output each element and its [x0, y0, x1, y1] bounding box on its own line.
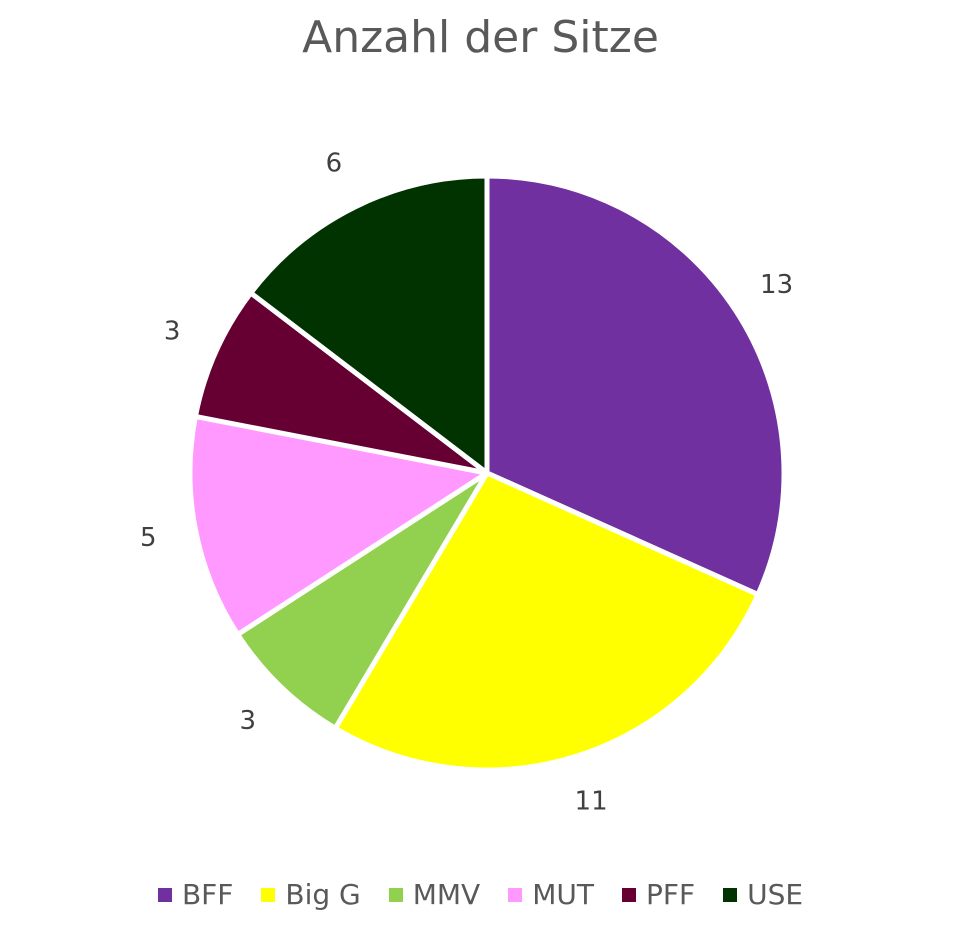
chart-title: Anzahl der Sitze — [302, 12, 659, 63]
data-label-big-g: 11 — [575, 786, 608, 816]
legend-label: BFF — [181, 878, 234, 911]
legend-label: MUT — [532, 878, 594, 911]
pie-chart: 13 11 3 5 3 6 — [140, 148, 793, 816]
legend: BFF Big G MMV MUT PFF USE — [0, 878, 961, 911]
data-label-pff: 3 — [164, 316, 181, 346]
data-label-mmv: 3 — [239, 706, 256, 736]
pie-slice-use — [248, 173, 490, 476]
pie-slice-mmv — [235, 470, 490, 731]
legend-item-pff: PFF — [621, 878, 696, 911]
legend-swatch — [621, 887, 636, 902]
legend-swatch — [157, 887, 172, 902]
legend-label: PFF — [645, 878, 696, 911]
data-label-mut: 5 — [140, 523, 157, 553]
data-label-use: 6 — [326, 148, 343, 178]
legend-swatch — [723, 887, 738, 902]
legend-label: USE — [747, 878, 804, 911]
legend-label: MMV — [412, 878, 481, 911]
legend-item-bff: BFF — [157, 878, 234, 911]
data-label-bff: 13 — [760, 270, 793, 300]
pie-slice-pff — [192, 290, 490, 476]
pie-slice-mut — [187, 413, 490, 637]
legend-swatch — [261, 887, 276, 902]
legend-swatch — [388, 887, 403, 902]
legend-swatch — [508, 887, 523, 902]
legend-item-mut: MUT — [508, 878, 594, 911]
pie-slice-big-g — [332, 470, 761, 773]
pie-slices — [187, 173, 787, 773]
legend-item-use: USE — [723, 878, 803, 911]
legend-label: Big G — [285, 878, 361, 911]
legend-item-mmv: MMV — [388, 878, 481, 911]
legend-item-big-g: Big G — [261, 878, 361, 911]
pie-slice-bff — [484, 173, 787, 597]
pie-data-labels: 13 11 3 5 3 6 — [140, 148, 793, 816]
